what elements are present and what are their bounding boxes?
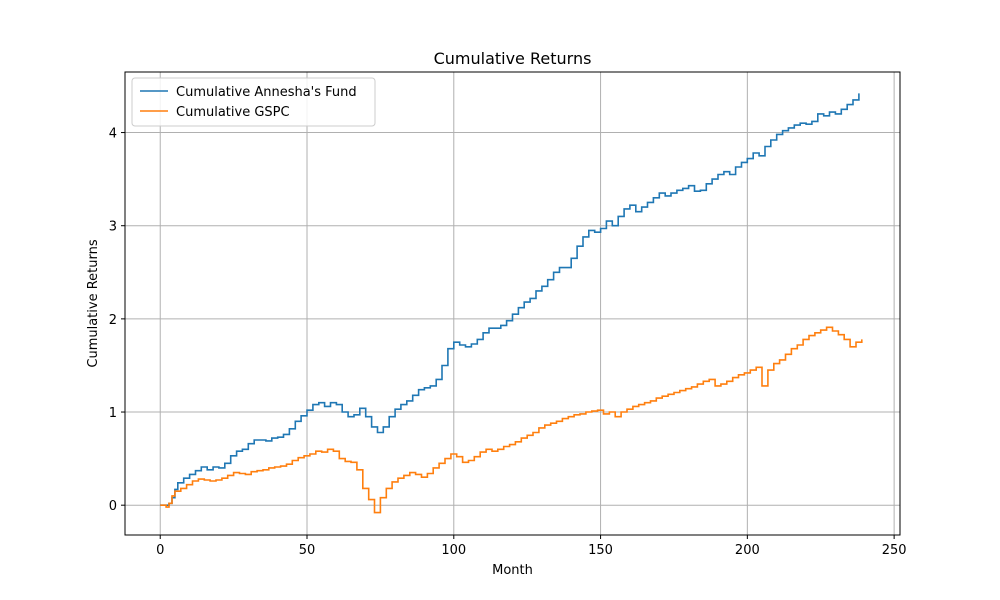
y-tick-label: 1 [109,406,117,421]
series-line-1 [160,93,860,506]
x-tick-label: 150 [588,543,613,558]
y-tick-label: 2 [109,313,117,328]
chart-title: Cumulative Returns [434,49,592,68]
x-tick-label: 100 [441,543,466,558]
x-axis-title: Month [492,563,533,578]
legend-label-1: Cumulative Annesha's Fund [176,85,357,100]
y-axis-title: Cumulative Returns [86,239,101,367]
x-tick-label: 0 [156,543,164,558]
plot-frame [124,71,901,536]
x-tick-label: 50 [299,543,316,558]
x-tick-label: 250 [882,543,907,558]
series-group [160,93,863,514]
series-line-2 [160,326,863,514]
legend-label-2: Cumulative GSPC [176,105,290,120]
x-tick-label: 200 [735,543,760,558]
y-tick-label: 0 [109,499,117,514]
legend: Cumulative Annesha's Fund Cumulative GSPC [131,77,376,127]
y-tick-label: 4 [109,127,117,142]
grid [125,72,900,535]
legend-box [131,77,376,127]
ticks: 0 50 100 150 200 250 0 1 2 3 4 [109,127,907,558]
y-tick-label: 3 [109,220,117,235]
